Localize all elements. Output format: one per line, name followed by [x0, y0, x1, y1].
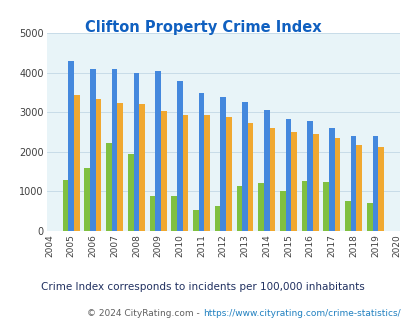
Bar [323, 182, 328, 231]
Bar [171, 196, 177, 231]
Bar [263, 110, 269, 231]
Bar [177, 81, 182, 231]
Bar [372, 136, 377, 231]
Bar [128, 154, 133, 231]
Bar [279, 191, 285, 231]
Bar [236, 186, 242, 231]
Bar [242, 102, 247, 231]
Bar [312, 134, 318, 231]
Bar [204, 115, 209, 231]
Bar [74, 95, 79, 231]
Bar [226, 117, 231, 231]
Text: https://www.cityrating.com/crime-statistics/: https://www.cityrating.com/crime-statist… [202, 309, 400, 318]
Bar [133, 73, 139, 231]
Bar [90, 69, 96, 231]
Bar [328, 128, 334, 231]
Bar [155, 71, 160, 231]
Bar [111, 69, 117, 231]
Bar [307, 121, 312, 231]
Bar [366, 203, 372, 231]
Bar [356, 145, 361, 231]
Bar [247, 123, 253, 231]
Text: Clifton Property Crime Index: Clifton Property Crime Index [85, 20, 320, 35]
Bar [214, 207, 220, 231]
Bar [198, 93, 204, 231]
Bar [96, 99, 101, 231]
Bar [290, 132, 296, 231]
Bar [160, 111, 166, 231]
Bar [220, 97, 226, 231]
Bar [182, 115, 188, 231]
Bar [106, 143, 111, 231]
Bar [334, 138, 339, 231]
Bar [350, 136, 356, 231]
Bar [84, 168, 90, 231]
Bar [344, 201, 350, 231]
Text: © 2024 CityRating.com -: © 2024 CityRating.com - [87, 309, 202, 318]
Text: Crime Index corresponds to incidents per 100,000 inhabitants: Crime Index corresponds to incidents per… [41, 282, 364, 292]
Bar [269, 128, 275, 231]
Bar [258, 183, 263, 231]
Bar [193, 211, 198, 231]
Bar [63, 180, 68, 231]
Bar [285, 118, 290, 231]
Bar [139, 104, 145, 231]
Bar [149, 196, 155, 231]
Bar [117, 103, 123, 231]
Bar [377, 147, 383, 231]
Bar [68, 61, 74, 231]
Bar [301, 181, 307, 231]
